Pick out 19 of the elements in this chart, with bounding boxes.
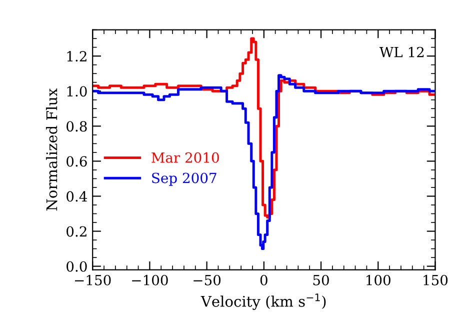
annotation: WL 12 <box>379 46 424 58</box>
y-tick-label: 1.2 <box>67 51 86 62</box>
x-tick-label: −150 <box>74 274 111 286</box>
y-tick-label: 0.6 <box>66 156 87 167</box>
x-tick-label: −100 <box>132 274 168 286</box>
x-tick-label: 150 <box>424 274 448 286</box>
y-tick-label: 0.2 <box>66 226 86 237</box>
y-axis-title: Normalized Flux <box>46 88 58 211</box>
x-tick-label: 100 <box>366 274 390 286</box>
y-tick-label: 1.0 <box>67 86 87 97</box>
y-tick-label: 0.8 <box>66 121 87 132</box>
x-axis-title: Velocity (km s$^{−1}$) <box>200 294 326 310</box>
legend-label: Mar 2010 <box>152 152 219 163</box>
x-tick-label: 50 <box>313 274 329 286</box>
x-tick-label: 0 <box>260 274 268 286</box>
y-tick-label: 0.4 <box>66 191 88 202</box>
x-tick-label: −50 <box>194 274 221 286</box>
y-tick-label: 0.0 <box>66 261 87 272</box>
legend-label: Sep 2007 <box>152 172 216 186</box>
